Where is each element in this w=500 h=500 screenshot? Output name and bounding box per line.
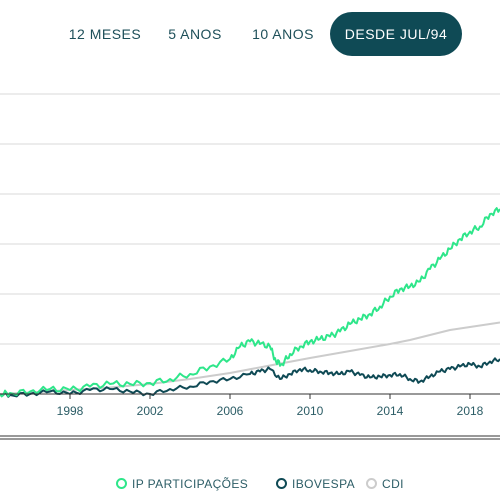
tab-5-anos[interactable]: 5 ANOS: [168, 26, 222, 42]
x-tick-label: 1998: [57, 404, 84, 418]
series-line-ibovespa: [0, 357, 500, 398]
legend-item-ibovespa[interactable]: IBOVESPA: [276, 472, 355, 496]
series-line-ip-participa-es: [0, 207, 500, 398]
legend-item-cdi[interactable]: CDI: [366, 472, 404, 496]
legend-label-cdi: CDI: [382, 477, 404, 491]
legend-ring-icon: [276, 478, 287, 489]
x-tick-label: 2006: [217, 404, 244, 418]
legend-ring-icon: [366, 478, 377, 489]
legend-label-ibovespa: IBOVESPA: [292, 477, 356, 491]
x-tick-label: 2002: [137, 404, 164, 418]
tab-10-anos[interactable]: 10 ANOS: [252, 26, 314, 42]
tab-12-meses[interactable]: 12 MESES: [68, 26, 142, 42]
legend-ring-icon: [116, 478, 127, 489]
legend-item-ip[interactable]: IP PARTICIPAÇÕES: [116, 472, 248, 496]
series-line-cdi: [0, 321, 500, 395]
period-tabs: 12 MESES 5 ANOS 10 ANOS DESDE JUL/94: [0, 0, 500, 70]
legend-label-ip: IP PARTICIPAÇÕES: [132, 477, 249, 491]
chart-legend: IP PARTICIPAÇÕES IBOVESPA CDI: [0, 472, 500, 496]
x-tick-label: 2014: [377, 404, 404, 418]
x-tick-label: 2010: [297, 404, 324, 418]
tab-desde-jul-94[interactable]: DESDE JUL/94: [330, 12, 462, 56]
x-tick-label: 2018: [457, 404, 484, 418]
performance-chart: 1998 2002 2006 2010 2014 2018: [0, 93, 500, 440]
